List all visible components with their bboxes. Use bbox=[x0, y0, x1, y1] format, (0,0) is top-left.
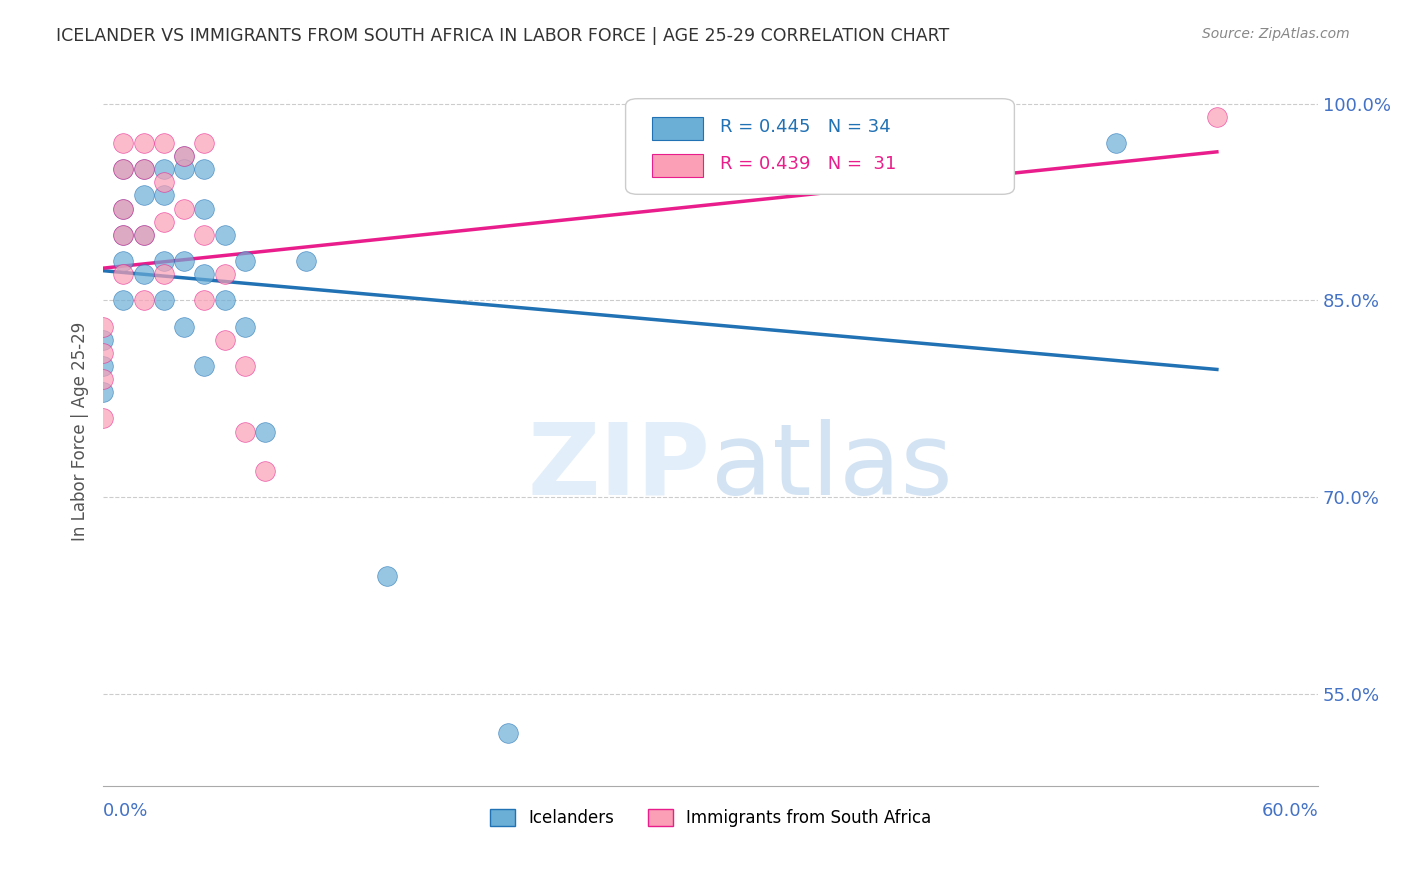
Legend: Icelanders, Immigrants from South Africa: Icelanders, Immigrants from South Africa bbox=[484, 803, 938, 834]
FancyBboxPatch shape bbox=[626, 99, 1014, 194]
Point bbox=[294, 254, 316, 268]
Point bbox=[91, 385, 114, 400]
Point bbox=[153, 254, 176, 268]
Point bbox=[233, 425, 256, 439]
Text: 0.0%: 0.0% bbox=[103, 802, 149, 820]
Point bbox=[1205, 110, 1227, 124]
Point bbox=[132, 267, 155, 281]
Point bbox=[91, 372, 114, 386]
Point bbox=[193, 136, 215, 150]
Point bbox=[132, 188, 155, 202]
Text: ZIP: ZIP bbox=[527, 418, 710, 516]
Point bbox=[193, 202, 215, 216]
Bar bbox=[652, 117, 703, 140]
Point bbox=[112, 227, 135, 242]
Point bbox=[214, 333, 236, 347]
Point bbox=[233, 359, 256, 373]
Point bbox=[91, 319, 114, 334]
Point bbox=[173, 254, 195, 268]
Point bbox=[193, 293, 215, 308]
Text: R = 0.445   N = 34: R = 0.445 N = 34 bbox=[720, 118, 891, 136]
Point bbox=[132, 293, 155, 308]
Point bbox=[91, 359, 114, 373]
Text: R = 0.439   N =  31: R = 0.439 N = 31 bbox=[720, 155, 897, 173]
Point bbox=[91, 411, 114, 425]
Text: atlas: atlas bbox=[710, 418, 952, 516]
Point bbox=[153, 175, 176, 189]
Point bbox=[153, 162, 176, 177]
Point bbox=[112, 293, 135, 308]
Point bbox=[1104, 136, 1126, 150]
Point bbox=[214, 227, 236, 242]
Text: ICELANDER VS IMMIGRANTS FROM SOUTH AFRICA IN LABOR FORCE | AGE 25-29 CORRELATION: ICELANDER VS IMMIGRANTS FROM SOUTH AFRIC… bbox=[56, 27, 949, 45]
Point bbox=[91, 333, 114, 347]
Point bbox=[132, 227, 155, 242]
Point bbox=[112, 162, 135, 177]
Point bbox=[173, 149, 195, 163]
Point bbox=[173, 202, 195, 216]
Y-axis label: In Labor Force | Age 25-29: In Labor Force | Age 25-29 bbox=[72, 322, 89, 541]
Point bbox=[153, 215, 176, 229]
Point bbox=[233, 319, 256, 334]
Point bbox=[193, 359, 215, 373]
Point bbox=[214, 267, 236, 281]
Point bbox=[214, 293, 236, 308]
Point bbox=[112, 202, 135, 216]
Point bbox=[132, 227, 155, 242]
Bar bbox=[652, 154, 703, 177]
Point bbox=[496, 726, 519, 740]
Point bbox=[254, 464, 277, 478]
Point bbox=[132, 162, 155, 177]
Point bbox=[173, 149, 195, 163]
Point bbox=[132, 136, 155, 150]
Text: Source: ZipAtlas.com: Source: ZipAtlas.com bbox=[1202, 27, 1350, 41]
Point bbox=[193, 227, 215, 242]
Text: 60.0%: 60.0% bbox=[1261, 802, 1319, 820]
Point bbox=[112, 254, 135, 268]
Point bbox=[112, 162, 135, 177]
Point bbox=[193, 267, 215, 281]
Point bbox=[254, 425, 277, 439]
Point bbox=[153, 293, 176, 308]
Point bbox=[153, 136, 176, 150]
Point bbox=[112, 267, 135, 281]
Point bbox=[173, 162, 195, 177]
Point bbox=[153, 188, 176, 202]
Point bbox=[153, 267, 176, 281]
Point bbox=[375, 569, 398, 583]
Point bbox=[173, 319, 195, 334]
Point bbox=[233, 254, 256, 268]
Point bbox=[112, 136, 135, 150]
Point bbox=[193, 162, 215, 177]
Point bbox=[132, 162, 155, 177]
Point bbox=[112, 202, 135, 216]
Point bbox=[91, 346, 114, 360]
Point bbox=[112, 227, 135, 242]
